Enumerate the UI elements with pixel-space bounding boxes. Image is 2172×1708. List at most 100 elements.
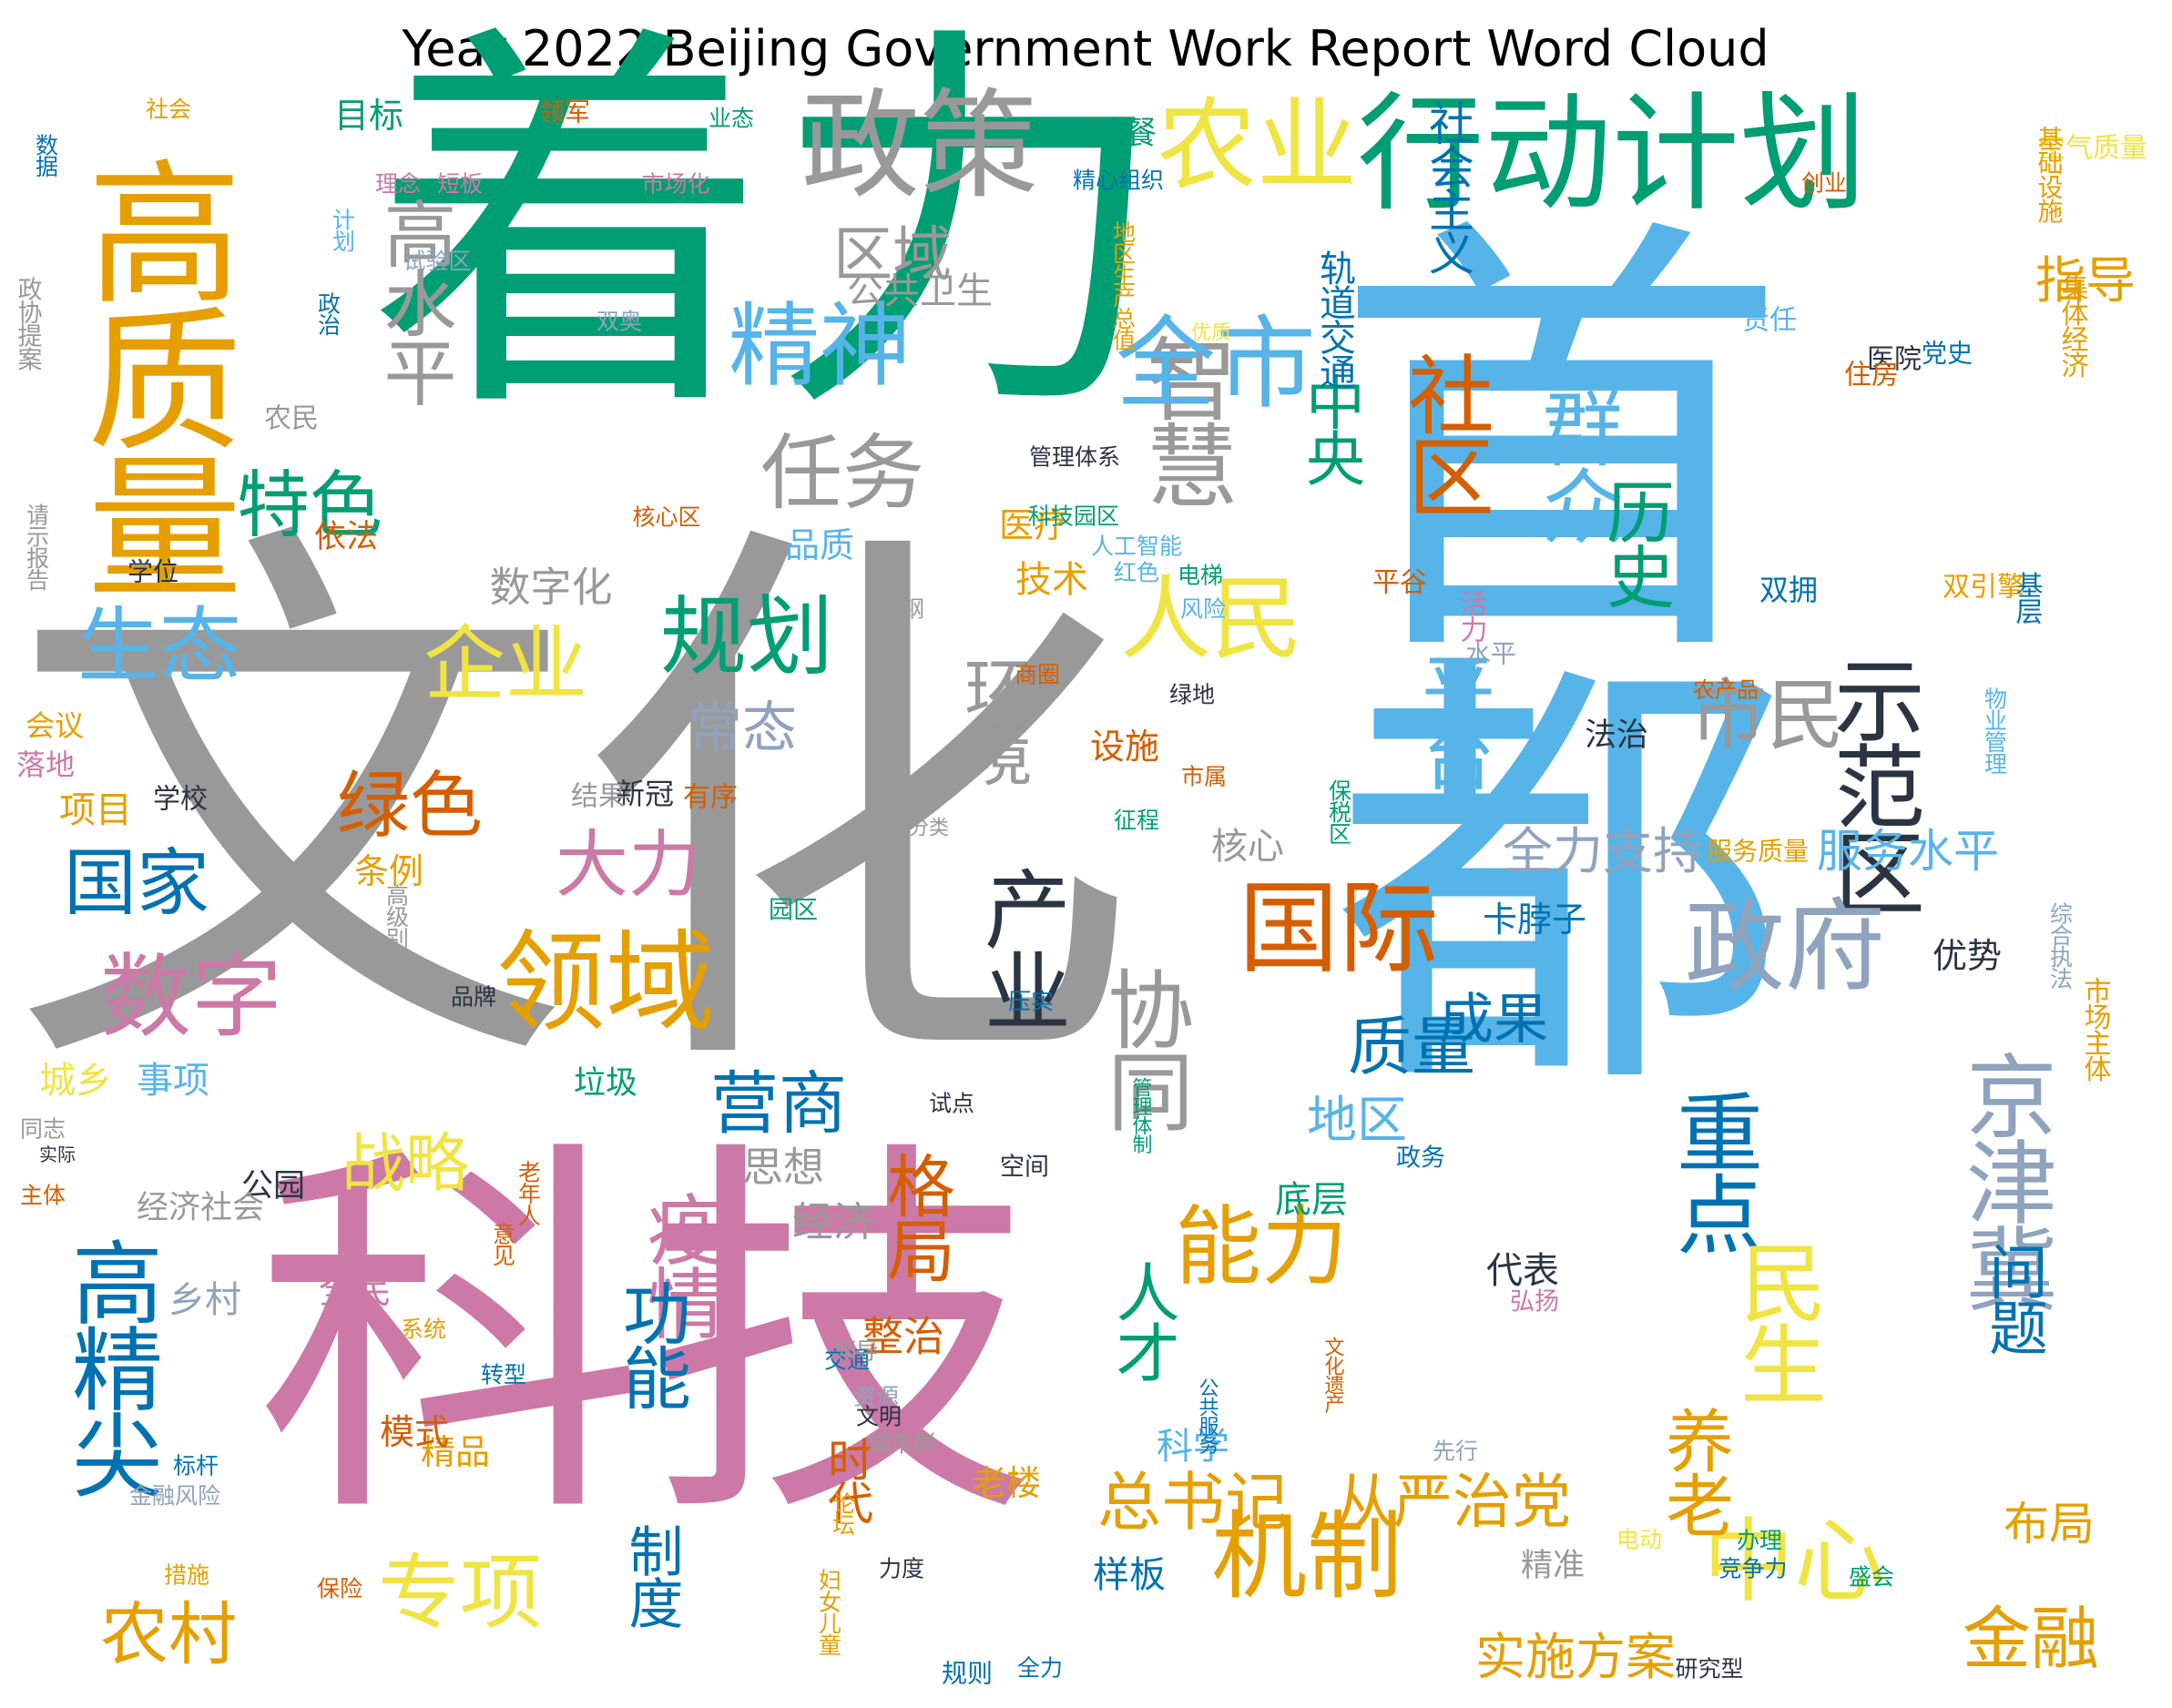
word: 结果 [571,781,626,813]
word: 水平 [1465,639,1516,669]
word: 样板 [1093,1554,1166,1596]
word: 市场主体 [2079,977,2112,1083]
word: 基层 [2011,572,2044,625]
word: 公园 [241,1168,305,1205]
word: 高级别 [383,883,410,950]
word: 医院 [1867,344,1922,376]
word: 领军 [539,97,590,127]
word: 思想 [742,1144,824,1192]
word: 战略 [342,1126,469,1201]
word: 规则 [942,1659,993,1689]
word: 人工智能 [1091,534,1182,560]
word: 实施方案 [1475,1628,1676,1686]
word: 政务 [1396,1144,1445,1173]
word: 协同 [1093,965,1193,1131]
word: 行动计划 [1357,81,1867,229]
word: 保险 [317,1576,362,1602]
word: 数字化 [489,564,612,612]
word: 大力 [556,823,701,908]
word: 新冠 [616,777,674,811]
word: 优质 [1191,322,1231,345]
word: 先行 [1433,1439,1478,1465]
word: 转型 [481,1362,526,1388]
word: 疫情 [634,1190,724,1338]
word: 社区 [1393,351,1494,515]
word: 技术 [1015,559,1088,601]
word: 中央 [1296,371,1364,485]
word: 条例 [354,851,423,891]
word: 科技 [255,1111,1038,1566]
word: 高质量 [60,153,240,595]
word: 试点 [929,1091,974,1117]
word: 空间 [1000,1154,1049,1182]
word: 优势 [1932,936,2002,976]
word: 核心 [1211,826,1284,868]
word: 科学 [1157,1426,1229,1468]
word: 实际 [39,1144,76,1165]
word: 高精尖 [56,1236,163,1498]
word: 功能 [611,1278,691,1409]
word: 营商 [710,1063,847,1144]
word: 学位 [127,557,178,587]
word: 经济社会 [137,1190,264,1226]
word: 双拥 [1759,573,1818,607]
word: 文化 [9,483,1138,1139]
word: 保税区 [1326,778,1352,844]
word: 意见 [490,1222,516,1266]
word: 资源 [853,1384,899,1410]
word: 办理 [1737,1528,1782,1554]
word: 格局 [875,1151,955,1282]
word: 问题 [1979,1241,2047,1355]
word: 卡脖子 [1483,900,1586,940]
word: 论坛 [830,1491,856,1536]
word: 区域 [833,221,952,290]
word: 分类 [909,818,949,840]
word: 落地 [16,747,75,782]
word: 示范区 [1819,654,1925,913]
word: 医疗 [999,505,1068,545]
word: 综合执法 [2047,902,2074,990]
word: 养老 [1654,1406,1734,1536]
word: 全力支持 [1503,822,1703,880]
word: 风险 [1180,596,1226,623]
word: 力度 [879,1556,924,1582]
word: 精神 [729,293,911,400]
word: 计划 [330,208,356,251]
word: 制度 [619,1523,683,1629]
word: 成果 [1439,988,1548,1052]
word: 项目 [59,789,132,831]
word: 试验区 [403,249,471,275]
word: 乡村 [168,1279,241,1321]
word: 党史 [1922,339,1973,369]
word: 城市群 [867,1431,935,1458]
word: 规划 [660,587,833,687]
word: 绿地 [1169,682,1215,708]
word: 全市 [1116,306,1316,422]
word: 妇女儿童 [816,1569,842,1655]
word: 设施 [1090,727,1159,767]
word: 园区 [769,897,818,925]
word: 措施 [164,1562,209,1589]
word: 质量 [1348,1010,1475,1084]
word: 老楼 [972,1463,1041,1503]
word: 品牌 [451,984,496,1011]
word: 数据 [33,133,59,178]
word: 基础设施 [2034,125,2065,223]
word: 学校 [153,784,208,816]
word: 时代 [821,1437,873,1525]
word: 首钢 [879,596,924,623]
word: 空气质量 [2038,133,2147,165]
word: 依法 [314,519,378,555]
word: 指导 [2035,251,2136,310]
word: 经济 [792,1198,874,1246]
word: 市场化 [641,171,709,198]
word: 电动 [1616,1527,1662,1553]
word: 双奥 [597,309,642,335]
word: 活力 [1455,590,1487,644]
word: 地区生产总值 [1110,220,1137,351]
word: 轨道交通 [1313,249,1355,389]
word: 农产品 [1693,677,1759,703]
word: 征程 [1114,808,1159,834]
word: 同志 [20,1116,66,1143]
